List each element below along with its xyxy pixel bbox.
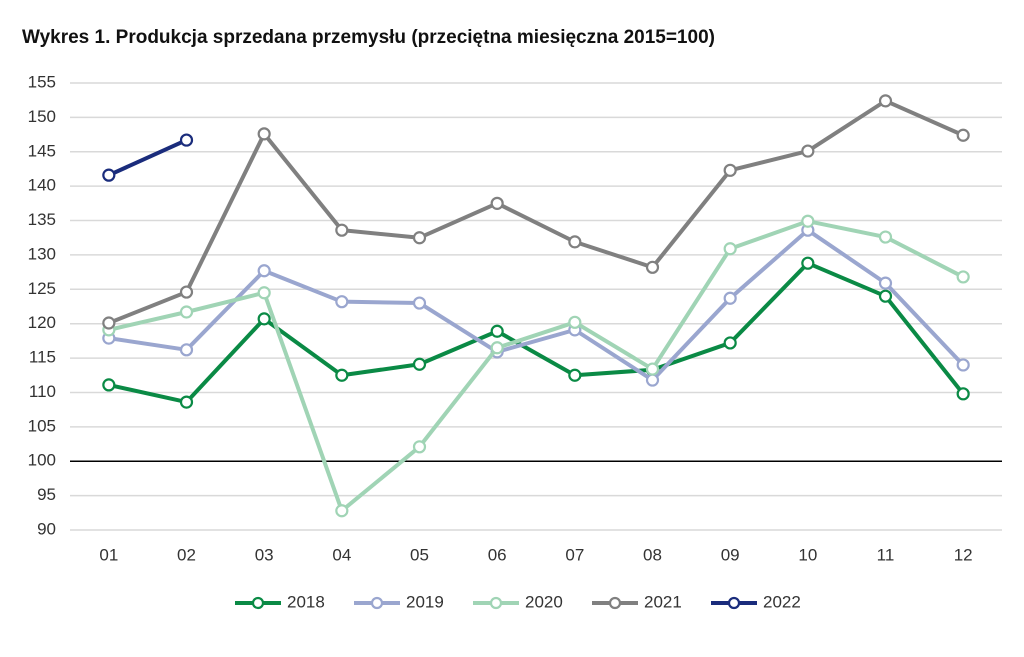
x-tick-label: 09: [721, 545, 740, 564]
data-point: [179, 343, 194, 357]
y-tick-label: 135: [28, 210, 56, 229]
y-tick-label: 155: [28, 72, 56, 91]
legend-marker: [489, 596, 503, 610]
data-point: [490, 341, 504, 355]
data-point: [179, 285, 194, 299]
series-line: [108, 261, 965, 405]
legend-label: 2018: [287, 592, 325, 611]
x-tick-label: 08: [643, 545, 662, 564]
y-tick-label: 130: [28, 244, 56, 263]
data-point: [568, 368, 582, 382]
data-point: [257, 286, 271, 300]
data-point: [878, 276, 893, 290]
data-point: [179, 395, 194, 409]
data-point: [723, 336, 737, 350]
data-point: [568, 315, 582, 329]
data-point: [412, 296, 427, 310]
data-point: [257, 312, 271, 326]
data-point: [335, 295, 349, 309]
data-point: [412, 440, 427, 454]
series-line: [108, 219, 965, 513]
data-point: [956, 270, 970, 284]
data-point: [956, 358, 970, 372]
y-tick-label: 90: [37, 519, 56, 538]
data-point: [412, 231, 427, 245]
x-tick-label: 10: [798, 545, 817, 564]
data-point: [723, 242, 737, 256]
legend-marker: [370, 596, 384, 610]
y-tick-label: 125: [28, 279, 56, 298]
x-tick-label: 03: [255, 545, 274, 564]
data-point: [878, 94, 893, 108]
data-point: [102, 316, 116, 330]
data-point: [179, 305, 194, 319]
legend-marker: [251, 596, 265, 610]
data-point: [645, 260, 660, 274]
x-tick-label: 01: [99, 545, 118, 564]
data-point: [102, 378, 116, 392]
data-point: [490, 196, 504, 210]
legend-label: 2022: [763, 592, 801, 611]
data-point: [801, 214, 815, 228]
x-tick-label: 04: [332, 545, 351, 564]
x-tick-label: 06: [488, 545, 507, 564]
data-point: [645, 362, 660, 376]
y-tick-label: 115: [29, 348, 56, 367]
x-tick-label: 07: [565, 545, 584, 564]
series-line: [108, 228, 965, 383]
data-point: [412, 357, 427, 371]
data-point: [878, 289, 893, 303]
data-point: [956, 387, 970, 401]
y-tick-label: 120: [28, 313, 56, 332]
x-tick-label: 05: [410, 545, 429, 564]
data-point: [257, 264, 271, 278]
y-tick-label: 100: [28, 451, 56, 470]
x-tick-label: 02: [177, 545, 196, 564]
y-tick-label: 110: [29, 382, 56, 401]
data-point: [257, 127, 271, 141]
data-point: [335, 223, 349, 237]
series-line: [108, 138, 188, 177]
data-point: [335, 504, 349, 518]
data-point: [956, 128, 970, 142]
data-point: [490, 324, 504, 338]
y-tick-label: 145: [28, 141, 56, 160]
y-tick-label: 95: [37, 485, 56, 504]
data-point: [179, 133, 194, 147]
data-point: [102, 168, 116, 182]
legend-marker: [727, 596, 741, 610]
series-line: [108, 98, 964, 325]
legend-label: 2020: [525, 592, 563, 611]
legend-label: 2021: [644, 592, 682, 611]
data-point: [801, 256, 815, 270]
chart-title: Wykres 1. Produkcja sprzedana przemysłu …: [22, 27, 715, 48]
data-point: [878, 230, 893, 244]
legend-marker: [608, 596, 622, 610]
data-point: [645, 373, 660, 387]
data-point: [568, 235, 582, 249]
x-tick-label: 11: [877, 545, 895, 564]
y-tick-label: 140: [28, 176, 56, 195]
data-point: [723, 291, 737, 305]
data-point: [801, 144, 815, 158]
data-point: [335, 368, 349, 382]
legend-label: 2019: [406, 592, 444, 611]
y-tick-label: 105: [28, 416, 56, 435]
x-tick-label: 12: [954, 545, 973, 564]
data-point: [723, 163, 737, 177]
y-tick-label: 150: [28, 107, 56, 126]
